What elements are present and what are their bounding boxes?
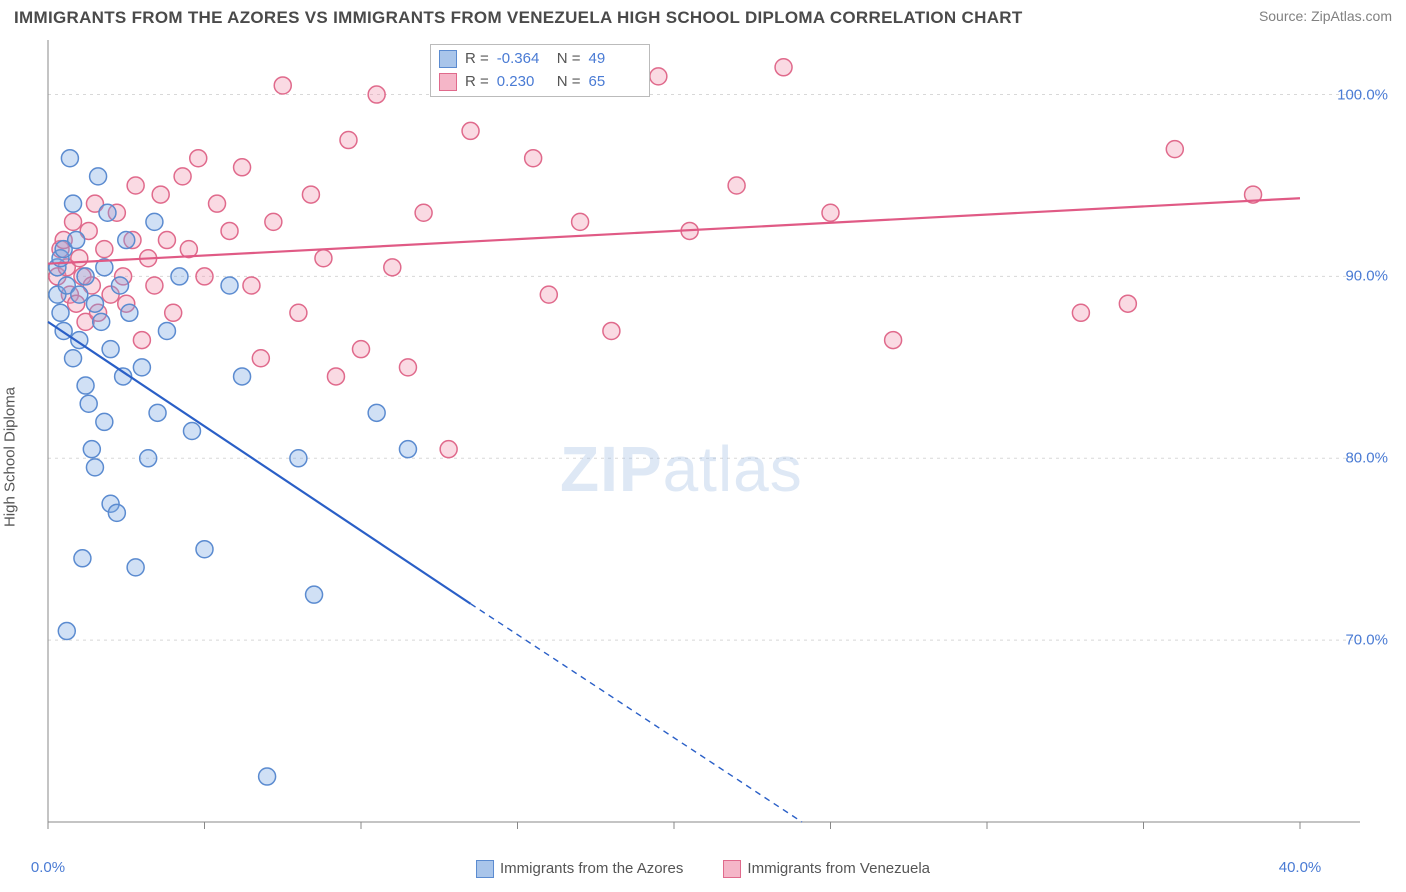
swatch-azores-icon [439,50,457,68]
y-tick-label: 100.0% [1337,86,1388,103]
n-value-azores: 49 [589,48,641,71]
n-value-venezuela: 65 [589,71,641,94]
swatch-venezuela-icon [723,860,741,878]
x-tick-label: 40.0% [1279,859,1322,876]
source-attribution: Source: ZipAtlas.com [1259,8,1392,24]
source-link[interactable]: ZipAtlas.com [1311,8,1392,24]
stats-row-azores: R = -0.364 N = 49 [439,48,641,71]
scatter-chart-svg [0,32,1406,882]
swatch-venezuela-icon [439,73,457,91]
r-label: R = [465,71,489,94]
source-prefix: Source: [1259,8,1311,24]
r-value-venezuela: 0.230 [497,71,549,94]
legend-label-azores: Immigrants from the Azores [500,860,683,877]
r-value-azores: -0.364 [497,48,549,71]
chart-container: High School Diploma ZIPatlas R = -0.364 … [0,32,1406,882]
legend: Immigrants from the Azores Immigrants fr… [476,860,930,878]
y-axis-label: High School Diploma [2,387,19,527]
correlation-stats-box: R = -0.364 N = 49 R = 0.230 N = 65 [430,44,650,97]
x-tick-label: 0.0% [31,859,65,876]
r-label: R = [465,48,489,71]
y-tick-label: 80.0% [1345,450,1388,467]
stats-row-venezuela: R = 0.230 N = 65 [439,71,641,94]
legend-item-venezuela: Immigrants from Venezuela [723,860,930,878]
y-tick-label: 90.0% [1345,268,1388,285]
swatch-azores-icon [476,860,494,878]
n-label: N = [557,71,581,94]
n-label: N = [557,48,581,71]
y-tick-label: 70.0% [1345,632,1388,649]
legend-label-venezuela: Immigrants from Venezuela [747,860,930,877]
legend-item-azores: Immigrants from the Azores [476,860,683,878]
chart-title: IMMIGRANTS FROM THE AZORES VS IMMIGRANTS… [14,8,1023,28]
